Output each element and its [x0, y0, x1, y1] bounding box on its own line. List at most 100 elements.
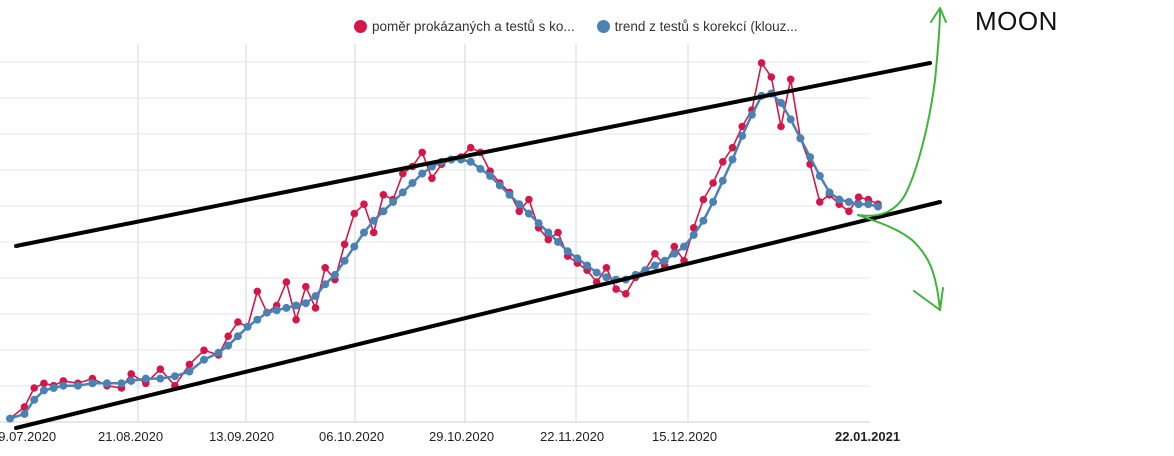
ratio-point	[360, 200, 368, 208]
legend-label-trend: trend z testů s korekcí (klouz...	[614, 19, 798, 34]
trend-point	[292, 301, 301, 310]
trend-point	[340, 256, 349, 265]
trend-point	[747, 110, 756, 119]
trend-point	[6, 414, 14, 423]
trend-point	[815, 171, 824, 180]
trend-point	[505, 190, 514, 199]
trend-point	[515, 200, 524, 209]
trend-point	[777, 98, 785, 107]
trend-point	[835, 195, 844, 204]
trend-point	[466, 157, 475, 166]
arrow-down-head	[913, 287, 944, 311]
ratio-point	[185, 360, 194, 369]
trend-point	[301, 299, 310, 308]
trend-point	[874, 202, 882, 211]
x-tick-label: 29.10.2020	[429, 429, 494, 444]
trend-point	[699, 216, 708, 225]
trend-point	[272, 306, 281, 315]
ratio-point	[234, 318, 242, 326]
ratio-point	[418, 148, 427, 157]
ratio-point	[428, 174, 436, 183]
ratio-point	[369, 228, 378, 237]
trend-point	[185, 367, 194, 376]
ratio-point	[350, 209, 359, 218]
x-tick-label: 21.08.2020	[98, 429, 163, 444]
ratio-point	[816, 198, 824, 206]
trend-point	[379, 207, 388, 216]
channel-lower-line	[14, 200, 942, 430]
trend-channel	[14, 61, 942, 430]
trend-point	[311, 292, 320, 301]
x-tick-label: 06.10.2020	[319, 429, 384, 444]
ratio-line	[9, 62, 879, 420]
ratio-point	[200, 346, 208, 355]
trend-point	[200, 355, 208, 364]
trend-point	[263, 308, 271, 317]
trend-point	[563, 247, 572, 256]
ratio-point	[515, 207, 523, 216]
ratio-point	[544, 235, 553, 244]
ratio-point	[777, 122, 785, 131]
moon-annotation: MOON	[975, 6, 1058, 36]
trend-point	[20, 409, 29, 418]
trend-point	[718, 176, 727, 185]
forecast-arrows	[857, 7, 947, 311]
trend-point	[738, 131, 747, 140]
ratio-point	[622, 290, 630, 298]
ratio-point	[282, 278, 291, 286]
ratio-point	[689, 224, 698, 232]
trend-point	[680, 242, 688, 251]
trend-point	[39, 386, 48, 395]
trend-point	[418, 169, 427, 178]
trend-point	[243, 322, 252, 331]
trend-point	[854, 200, 863, 209]
trend-point	[650, 261, 659, 270]
ratio-point	[340, 240, 349, 249]
trend-point	[524, 209, 533, 218]
legend-dot-trend	[596, 20, 610, 33]
ratio-point	[612, 285, 620, 293]
x-tick-label: 22.01.2021	[835, 429, 900, 444]
trend-point	[534, 219, 543, 228]
ratio-point	[719, 158, 727, 166]
ratio-point	[224, 332, 232, 341]
trend-point	[127, 376, 136, 385]
trend-point	[602, 273, 611, 282]
legend-item-ratio[interactable]: poměr prokázaných a testů s ko...	[354, 19, 575, 34]
channel-upper-line	[14, 61, 932, 248]
trend-point	[495, 181, 504, 190]
trend-point	[786, 115, 795, 124]
trend-point	[170, 372, 179, 381]
legend-label-ratio: poměr prokázaných a testů s ko...	[372, 19, 575, 34]
trend-point	[398, 188, 407, 197]
ratio-point	[602, 264, 611, 272]
trend-point	[350, 242, 359, 251]
trend-point	[864, 200, 873, 209]
ratio-point	[738, 122, 746, 131]
x-tick-label: 22.11.2020	[540, 429, 604, 444]
ratio-point	[786, 75, 795, 84]
trend-point	[233, 332, 242, 341]
legend-item-trend[interactable]: trend z testů s korekcí (klouz...	[596, 19, 798, 34]
trend-point	[214, 348, 223, 357]
trend-point	[156, 374, 165, 383]
trend-point	[844, 197, 853, 206]
trend-point	[408, 179, 417, 187]
trend-point	[117, 379, 126, 388]
trend-point	[709, 197, 718, 206]
trend-point	[389, 197, 398, 206]
trend-point	[825, 188, 834, 197]
ratio-point	[321, 264, 330, 272]
trend-point	[670, 249, 679, 258]
ratio-point	[709, 179, 717, 187]
trend-point	[73, 381, 82, 390]
trend-point	[554, 237, 562, 246]
ratio-point	[466, 143, 475, 152]
ratio-point	[845, 207, 853, 216]
trend-line	[9, 92, 879, 420]
trend-point	[660, 256, 669, 265]
ratio-point	[156, 365, 165, 374]
gridlines	[0, 44, 870, 423]
legend: poměr prokázaných a testů s ko... trend …	[354, 19, 798, 34]
ratio-point	[292, 315, 300, 324]
